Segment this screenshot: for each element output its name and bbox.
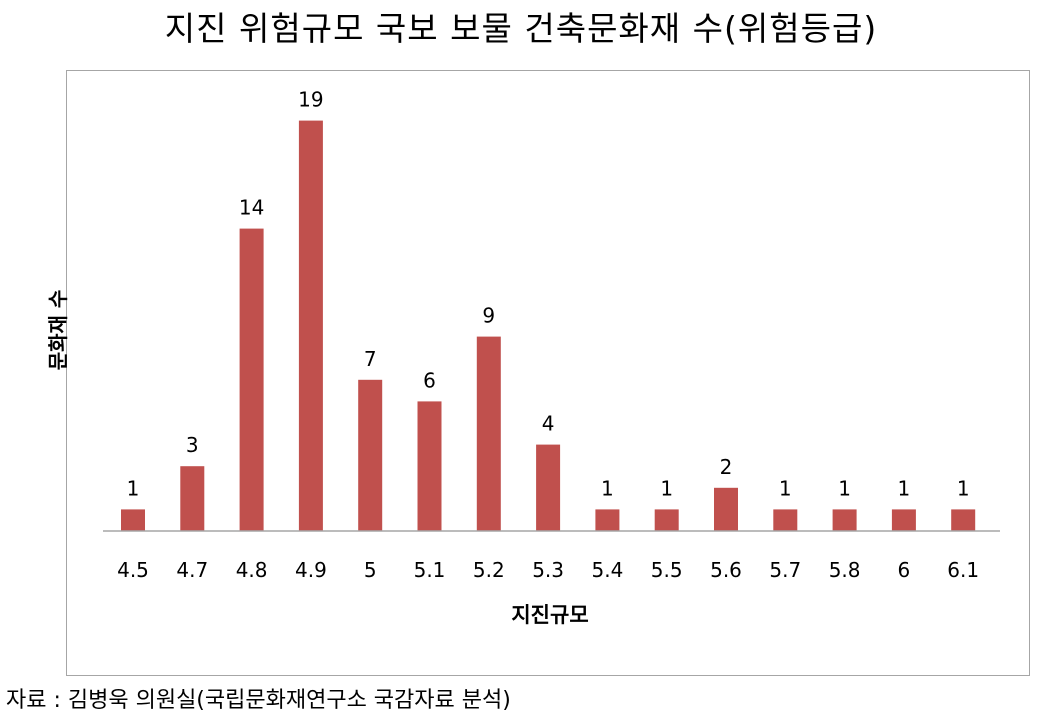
- bar-5.2: [476, 336, 501, 531]
- x-tick-label-5: 5: [364, 558, 377, 582]
- bar-4.9: [298, 120, 323, 531]
- x-tick-label-4.7: 4.7: [176, 558, 208, 582]
- x-tick-label-5.7: 5.7: [769, 558, 801, 582]
- x-axis-label: 지진규모: [511, 603, 589, 627]
- bar-5.5: [654, 509, 679, 531]
- data-labels-layer: 1 3 14 19 7 6 9 4 1 1 2 1 1 1 1: [127, 88, 970, 501]
- bar-5.4: [595, 509, 620, 531]
- data-label-4.8: 14: [239, 196, 264, 220]
- bar-4.8: [239, 228, 264, 531]
- x-tick-label-5.5: 5.5: [651, 558, 683, 582]
- bar-5.6: [714, 487, 738, 531]
- data-label-4.9: 19: [298, 88, 323, 112]
- data-label-5.2: 9: [482, 304, 495, 328]
- x-tick-label-6.1: 6.1: [947, 558, 979, 582]
- data-label-5: 7: [364, 347, 377, 371]
- data-label-5.6: 2: [720, 455, 733, 479]
- bar-4.7: [180, 466, 205, 531]
- data-label-5.1: 6: [423, 368, 436, 392]
- x-tick-label-4.5: 4.5: [117, 558, 149, 582]
- x-tick-label-5.4: 5.4: [591, 558, 623, 582]
- bar-5.8: [832, 509, 857, 531]
- bar-5.3: [536, 444, 561, 531]
- chart-title: 지진 위험규모 국보 보물 건축문화재 수(위험등급): [164, 9, 878, 48]
- data-label-5.8: 1: [838, 476, 851, 500]
- bars-layer: [121, 120, 976, 531]
- data-label-5.3: 4: [542, 412, 555, 436]
- x-tick-label-5.8: 5.8: [829, 558, 861, 582]
- bar-4.5: [121, 509, 145, 531]
- y-axis-label: 문화재 수: [46, 289, 70, 371]
- chart-frame: [66, 70, 1030, 676]
- x-tick-label-6: 6: [898, 558, 911, 582]
- bar-6.1: [951, 509, 976, 531]
- x-tick-label-5.1: 5.1: [414, 558, 446, 582]
- source-note: 자료 : 김병욱 의원실(국립문화재연구소 국감자료 분석): [6, 688, 511, 713]
- bar-6: [891, 509, 916, 531]
- x-tick-label-5.6: 5.6: [710, 558, 742, 582]
- bar-5: [358, 379, 383, 531]
- data-label-6.1: 1: [957, 476, 970, 500]
- x-tick-label-5.3: 5.3: [532, 558, 564, 582]
- data-label-6: 1: [898, 476, 911, 500]
- data-label-4.7: 3: [186, 433, 199, 457]
- bar-5.1: [417, 401, 442, 531]
- x-tick-label-5.2: 5.2: [473, 558, 505, 582]
- x-tick-label-4.8: 4.8: [236, 558, 268, 582]
- bar-5.7: [773, 509, 798, 531]
- data-label-4.5: 1: [127, 476, 140, 500]
- x-tick-label-4.9: 4.9: [295, 558, 327, 582]
- data-label-5.4: 1: [601, 476, 614, 500]
- data-label-5.7: 1: [779, 476, 792, 500]
- data-label-5.5: 1: [660, 476, 673, 500]
- x-tick-labels-layer: 4.5 4.7 4.8 4.9 5 5.1 5.2 5.3 5.4 5.5 5.6 5.7 5.8 6 6.…: [117, 558, 979, 582]
